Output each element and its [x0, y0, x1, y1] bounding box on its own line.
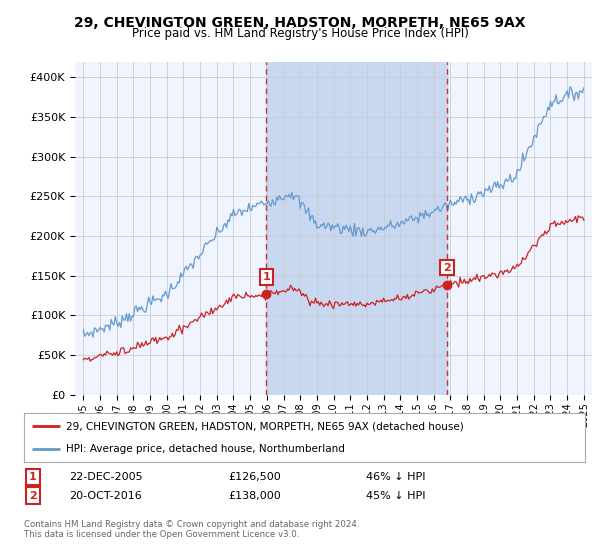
Text: 1: 1: [262, 272, 270, 282]
Text: 46% ↓ HPI: 46% ↓ HPI: [366, 472, 425, 482]
Text: £138,000: £138,000: [228, 491, 281, 501]
Text: 29, CHEVINGTON GREEN, HADSTON, MORPETH, NE65 9AX: 29, CHEVINGTON GREEN, HADSTON, MORPETH, …: [74, 16, 526, 30]
Text: HPI: Average price, detached house, Northumberland: HPI: Average price, detached house, Nort…: [66, 444, 345, 454]
Text: Contains HM Land Registry data © Crown copyright and database right 2024.
This d: Contains HM Land Registry data © Crown c…: [24, 520, 359, 539]
Text: 1: 1: [29, 472, 37, 482]
Bar: [266, 62, 447, 395]
Text: 45% ↓ HPI: 45% ↓ HPI: [366, 491, 425, 501]
Text: 20-OCT-2016: 20-OCT-2016: [69, 491, 142, 501]
Text: 22-DEC-2005: 22-DEC-2005: [69, 472, 143, 482]
Text: 2: 2: [443, 263, 451, 273]
Text: 2: 2: [29, 491, 37, 501]
Text: Price paid vs. HM Land Registry's House Price Index (HPI): Price paid vs. HM Land Registry's House …: [131, 27, 469, 40]
Text: £126,500: £126,500: [228, 472, 281, 482]
Text: 29, CHEVINGTON GREEN, HADSTON, MORPETH, NE65 9AX (detached house): 29, CHEVINGTON GREEN, HADSTON, MORPETH, …: [66, 421, 464, 431]
